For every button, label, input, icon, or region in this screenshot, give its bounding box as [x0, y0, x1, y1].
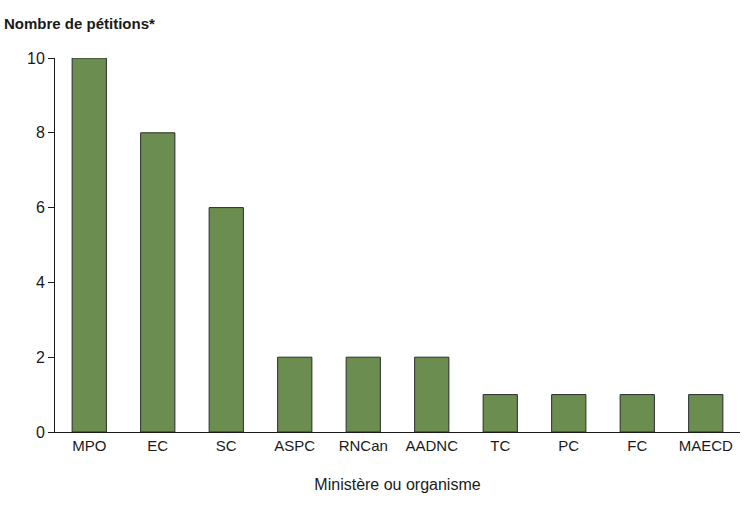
svg-text:0: 0 [36, 424, 45, 441]
svg-text:4: 4 [36, 274, 45, 291]
svg-text:MPO: MPO [72, 437, 106, 454]
svg-text:10: 10 [27, 50, 45, 67]
svg-text:MAECD: MAECD [679, 437, 733, 454]
svg-text:Nombre de pétitions*: Nombre de pétitions* [4, 15, 155, 32]
svg-text:AADNC: AADNC [405, 437, 458, 454]
svg-text:Ministère ou organisme: Ministère ou organisme [314, 476, 480, 493]
svg-text:8: 8 [36, 124, 45, 141]
svg-text:PC: PC [558, 437, 579, 454]
svg-text:TC: TC [490, 437, 510, 454]
svg-text:SC: SC [216, 437, 237, 454]
svg-text:EC: EC [147, 437, 168, 454]
svg-text:FC: FC [627, 437, 647, 454]
svg-text:6: 6 [36, 199, 45, 216]
svg-text:RNCan: RNCan [339, 437, 388, 454]
svg-text:ASPC: ASPC [274, 437, 315, 454]
svg-text:2: 2 [36, 349, 45, 366]
